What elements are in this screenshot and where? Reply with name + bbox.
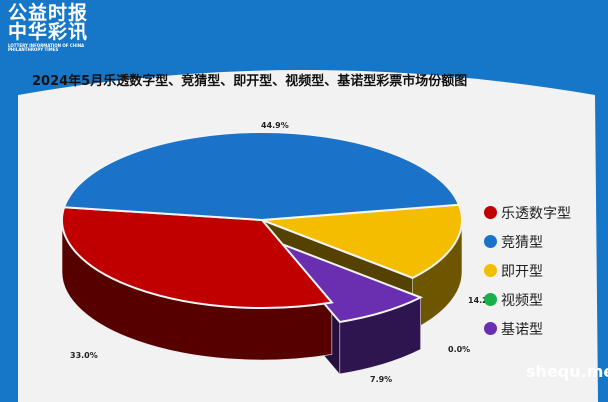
logo: 公益时报 中华彩讯 LOTTERY INFORMATION OF CHINA P… <box>8 4 88 52</box>
legend-item: 视频型 <box>484 285 571 314</box>
data-label: 14.2% <box>468 296 496 305</box>
slice-3[interactable] <box>261 219 414 279</box>
legend-item: 竞猜型 <box>484 227 571 256</box>
legend-item: 乐透数字型 <box>484 198 571 227</box>
legend-dot-icon <box>484 235 497 248</box>
logo-line1: 公益时报 <box>8 2 89 24</box>
data-label: 7.9% <box>370 375 392 384</box>
legend-dot-icon <box>484 293 497 306</box>
legend: 乐透数字型竞猜型即开型视频型基诺型 <box>484 198 571 343</box>
legend-label: 乐透数字型 <box>501 205 571 222</box>
legend-item: 基诺型 <box>484 314 571 343</box>
legend-dot-icon <box>484 322 497 335</box>
legend-dot-icon <box>484 206 497 219</box>
slice-0[interactable] <box>61 206 334 309</box>
data-label: 33.0% <box>70 351 98 360</box>
slice-2[interactable] <box>261 203 463 279</box>
legend-label: 视频型 <box>501 292 543 309</box>
logo-line3: LOTTERY INFORMATION OF CHINA PHILANTHROP… <box>8 43 85 52</box>
legend-dot-icon <box>484 264 497 277</box>
legend-item: 即开型 <box>484 256 571 285</box>
data-label: 44.9% <box>261 121 289 130</box>
legend-label: 基诺型 <box>501 321 543 338</box>
slice-4[interactable] <box>269 238 424 324</box>
slice-1[interactable] <box>62 131 461 222</box>
chart-title: 2024年5月乐透数字型、竞猜型、即开型、视频型、基诺型彩票市场份额图 <box>32 74 468 89</box>
legend-label: 竞猜型 <box>501 234 543 251</box>
data-label: 0.0% <box>448 345 470 354</box>
watermark: shequ.me <box>526 362 608 381</box>
logo-line2: 中华彩讯 <box>8 21 89 43</box>
legend-label: 即开型 <box>501 263 543 280</box>
